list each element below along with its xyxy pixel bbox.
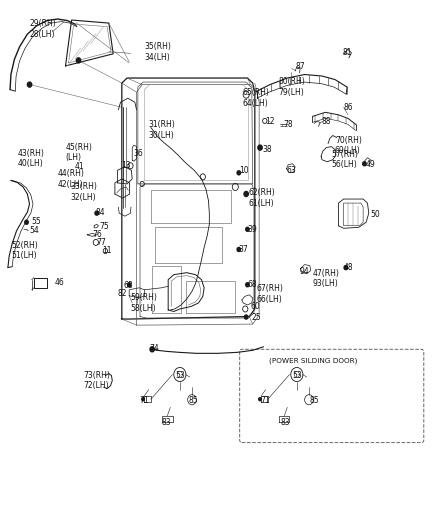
Circle shape xyxy=(262,118,267,123)
Text: 46: 46 xyxy=(54,278,64,287)
Circle shape xyxy=(93,239,99,245)
Circle shape xyxy=(95,211,99,215)
Text: 49: 49 xyxy=(365,160,375,169)
Text: (POWER SILDING DOOR): (POWER SILDING DOOR) xyxy=(269,357,358,364)
Text: 48: 48 xyxy=(344,263,353,272)
Text: 55: 55 xyxy=(32,217,41,226)
Text: 41: 41 xyxy=(75,162,85,171)
Text: 80(RH)
79(LH): 80(RH) 79(LH) xyxy=(279,78,305,97)
Text: 67(RH)
66(LH): 67(RH) 66(LH) xyxy=(256,284,283,304)
Circle shape xyxy=(246,227,249,231)
Text: 35(RH)
34(LH): 35(RH) 34(LH) xyxy=(144,42,171,61)
Text: 83: 83 xyxy=(281,418,290,427)
Text: 71: 71 xyxy=(139,396,149,405)
Text: 85: 85 xyxy=(188,396,198,405)
Text: 68: 68 xyxy=(123,281,133,291)
Circle shape xyxy=(244,192,249,197)
Circle shape xyxy=(237,171,241,175)
Circle shape xyxy=(237,247,241,251)
Text: 65(RH)
64(LH): 65(RH) 64(LH) xyxy=(243,89,269,108)
Circle shape xyxy=(142,397,144,401)
Circle shape xyxy=(245,315,248,319)
Text: 45(RH)
(LH): 45(RH) (LH) xyxy=(65,143,92,162)
Text: 36: 36 xyxy=(133,149,143,158)
Text: 13: 13 xyxy=(121,161,131,170)
Text: 12: 12 xyxy=(265,117,274,126)
Circle shape xyxy=(127,283,131,287)
Text: 85: 85 xyxy=(310,396,320,405)
Circle shape xyxy=(243,91,249,98)
Text: 11: 11 xyxy=(102,246,111,256)
Bar xyxy=(34,278,47,288)
Text: 62(RH)
61(LH): 62(RH) 61(LH) xyxy=(249,188,275,208)
Text: 57(RH)
56(LH): 57(RH) 56(LH) xyxy=(331,150,358,169)
Circle shape xyxy=(25,220,28,224)
Text: 29(RH)
28(LH): 29(RH) 28(LH) xyxy=(29,19,56,39)
Text: 37: 37 xyxy=(239,245,249,255)
Text: 94: 94 xyxy=(300,267,309,276)
Circle shape xyxy=(363,162,366,166)
Text: 39: 39 xyxy=(248,225,257,234)
Circle shape xyxy=(259,397,261,401)
Text: 53: 53 xyxy=(293,371,302,380)
Text: 31(RH)
30(LH): 31(RH) 30(LH) xyxy=(149,120,175,139)
Text: 86: 86 xyxy=(344,103,353,112)
Text: 50: 50 xyxy=(371,210,380,219)
Text: 44(RH)
42(LH): 44(RH) 42(LH) xyxy=(58,169,85,189)
Text: 74: 74 xyxy=(150,344,159,353)
Text: 33(RH)
32(LH): 33(RH) 32(LH) xyxy=(71,183,98,202)
Text: 75: 75 xyxy=(99,222,109,231)
Text: 77: 77 xyxy=(96,238,106,247)
Text: 70(RH)
69(LH): 70(RH) 69(LH) xyxy=(335,136,362,155)
Text: 63: 63 xyxy=(286,166,296,175)
Text: 43(RH)
40(LH): 43(RH) 40(LH) xyxy=(18,149,45,168)
Text: 25: 25 xyxy=(252,312,262,321)
Text: 81: 81 xyxy=(343,48,352,57)
Text: 47(RH)
93(LH): 47(RH) 93(LH) xyxy=(313,269,339,288)
Text: 10: 10 xyxy=(239,166,249,175)
Text: 53: 53 xyxy=(176,371,185,380)
Circle shape xyxy=(128,163,133,169)
Text: 82: 82 xyxy=(117,289,127,298)
Text: 84: 84 xyxy=(96,208,106,216)
Text: 76: 76 xyxy=(92,230,102,239)
Text: 87: 87 xyxy=(296,62,306,71)
Text: 60: 60 xyxy=(251,302,260,311)
Text: 52(RH)
51(LH): 52(RH) 51(LH) xyxy=(11,241,37,260)
Text: 54: 54 xyxy=(30,226,39,235)
Text: 68: 68 xyxy=(248,280,257,289)
Circle shape xyxy=(27,82,32,87)
Circle shape xyxy=(243,306,248,312)
Text: 71: 71 xyxy=(260,396,270,405)
Text: 78: 78 xyxy=(283,120,293,129)
Text: 83: 83 xyxy=(162,418,171,427)
Circle shape xyxy=(258,145,262,150)
Circle shape xyxy=(246,283,249,287)
Text: 88: 88 xyxy=(322,117,331,126)
Circle shape xyxy=(103,248,108,254)
Circle shape xyxy=(344,266,347,270)
Circle shape xyxy=(76,58,81,63)
Text: 38: 38 xyxy=(262,145,272,154)
Text: 73(RH)
72(LH): 73(RH) 72(LH) xyxy=(83,371,110,390)
Text: 59(RH)
58(LH): 59(RH) 58(LH) xyxy=(130,293,157,313)
Circle shape xyxy=(150,347,154,352)
